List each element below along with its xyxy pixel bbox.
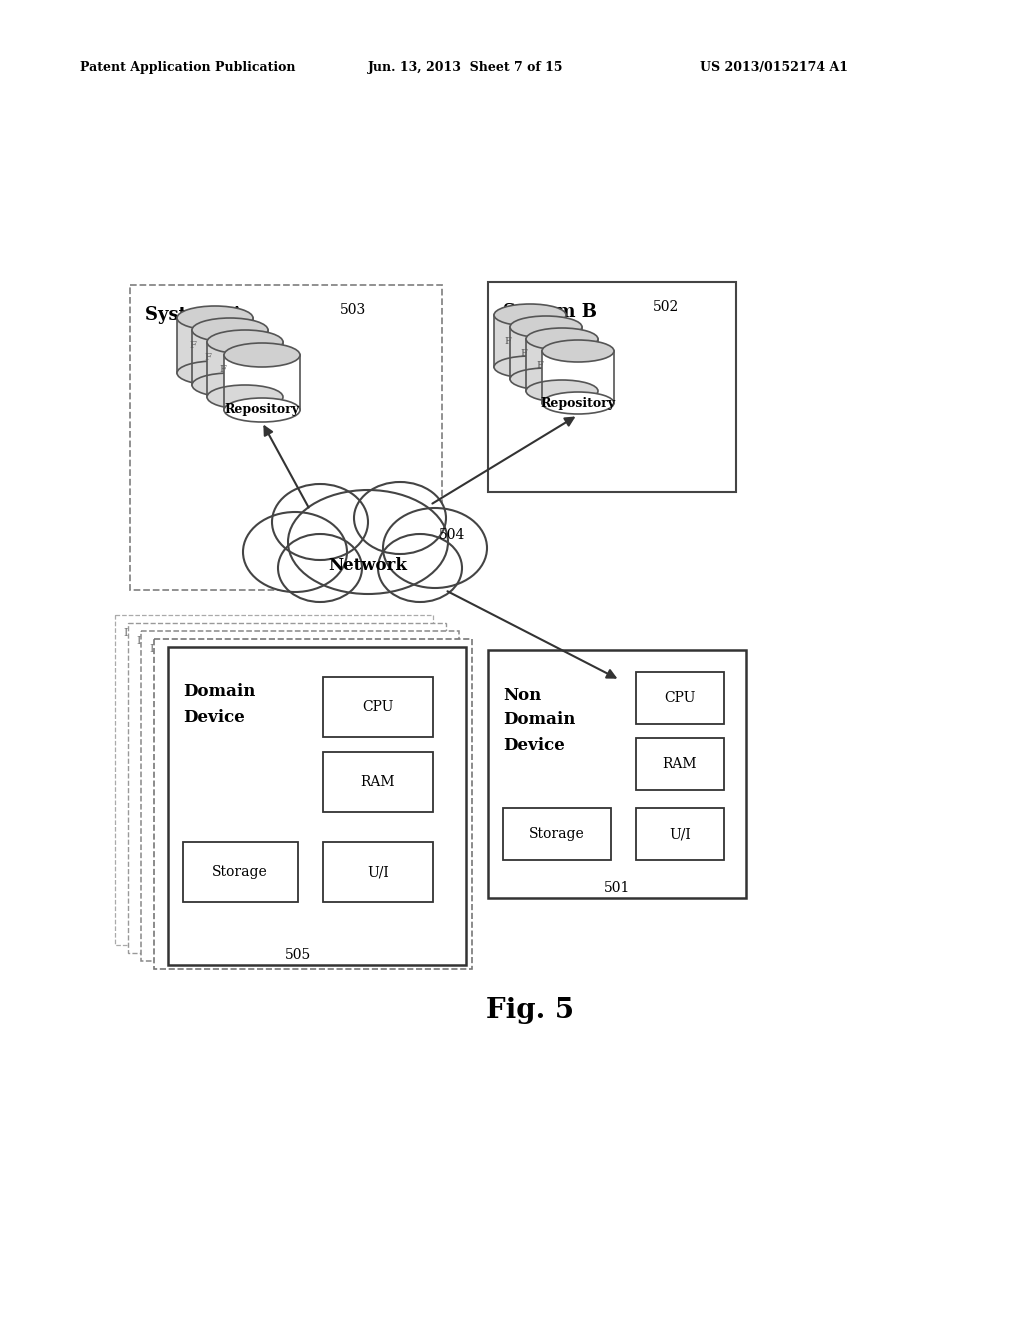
Ellipse shape [243, 512, 347, 591]
Text: Domain: Domain [183, 684, 255, 701]
Text: Network: Network [329, 557, 408, 573]
Ellipse shape [177, 360, 253, 385]
Bar [177, 318, 253, 374]
Text: 502: 502 [653, 300, 679, 314]
Bar [193, 330, 268, 385]
Ellipse shape [207, 385, 283, 409]
Bar [128, 623, 446, 953]
Text: Device: Device [503, 737, 565, 754]
Ellipse shape [193, 374, 268, 397]
Text: Repository: Repository [541, 397, 615, 411]
Bar [526, 339, 598, 391]
Ellipse shape [510, 368, 582, 389]
Ellipse shape [383, 508, 487, 587]
Text: Fig. 5: Fig. 5 [486, 997, 574, 1023]
Text: RAM: RAM [360, 775, 395, 789]
Bar [636, 808, 724, 861]
Text: Storage: Storage [529, 828, 585, 841]
Text: Domain: Domain [136, 636, 179, 645]
Bar [636, 738, 724, 789]
Bar [542, 351, 614, 403]
Text: Patent Application Publication: Patent Application Publication [80, 62, 296, 74]
Text: CPU: CPU [362, 700, 393, 714]
Ellipse shape [278, 535, 362, 602]
Ellipse shape [526, 380, 598, 403]
Text: 503: 503 [340, 304, 367, 317]
Text: U/I: U/I [669, 828, 691, 841]
Bar [488, 649, 746, 898]
Ellipse shape [354, 482, 446, 554]
Bar [141, 631, 459, 961]
Ellipse shape [526, 327, 598, 350]
Bar [323, 842, 433, 902]
Text: System B: System B [503, 304, 597, 321]
Ellipse shape [542, 392, 614, 414]
Bar [636, 672, 724, 723]
Text: Storage: Storage [212, 865, 268, 879]
Ellipse shape [510, 315, 582, 338]
Ellipse shape [272, 484, 368, 560]
Text: F: F [520, 348, 527, 358]
Ellipse shape [288, 490, 449, 594]
Text: Jun. 13, 2013  Sheet 7 of 15: Jun. 13, 2013 Sheet 7 of 15 [368, 62, 563, 74]
Bar [503, 808, 611, 861]
Ellipse shape [378, 535, 462, 602]
Text: F: F [505, 337, 511, 346]
Ellipse shape [494, 304, 566, 326]
Text: U/I: U/I [368, 865, 389, 879]
Ellipse shape [207, 330, 283, 354]
Text: US 2013/0152174 A1: US 2013/0152174 A1 [700, 62, 848, 74]
Ellipse shape [224, 399, 300, 422]
Bar [494, 315, 566, 367]
Text: F: F [537, 360, 544, 370]
Bar [168, 647, 466, 965]
Bar [224, 355, 300, 411]
Ellipse shape [542, 341, 614, 362]
Bar [323, 752, 433, 812]
Bar [323, 677, 433, 737]
Bar [130, 285, 442, 590]
Text: F: F [205, 354, 211, 363]
Bar [488, 282, 736, 492]
Bar [207, 342, 283, 397]
Ellipse shape [177, 306, 253, 330]
Text: Non: Non [503, 686, 542, 704]
Text: Domain: Domain [123, 628, 167, 638]
Text: Device: Device [183, 709, 245, 726]
Bar [154, 639, 472, 969]
Text: 505: 505 [285, 948, 311, 962]
Text: CPU: CPU [665, 690, 695, 705]
Text: Repository: Repository [224, 404, 299, 417]
Ellipse shape [224, 343, 300, 367]
Ellipse shape [193, 318, 268, 342]
Text: RAM: RAM [663, 756, 697, 771]
Text: Domain: Domain [503, 711, 575, 729]
Text: F: F [219, 366, 226, 375]
Bar [183, 842, 298, 902]
Text: 501: 501 [604, 880, 630, 895]
Text: 504: 504 [439, 528, 465, 543]
Text: F: F [189, 342, 197, 351]
Bar [115, 615, 433, 945]
Bar [510, 327, 582, 379]
Ellipse shape [494, 356, 566, 378]
Text: Domain: Domain [150, 644, 193, 653]
Text: System  A: System A [145, 306, 244, 323]
